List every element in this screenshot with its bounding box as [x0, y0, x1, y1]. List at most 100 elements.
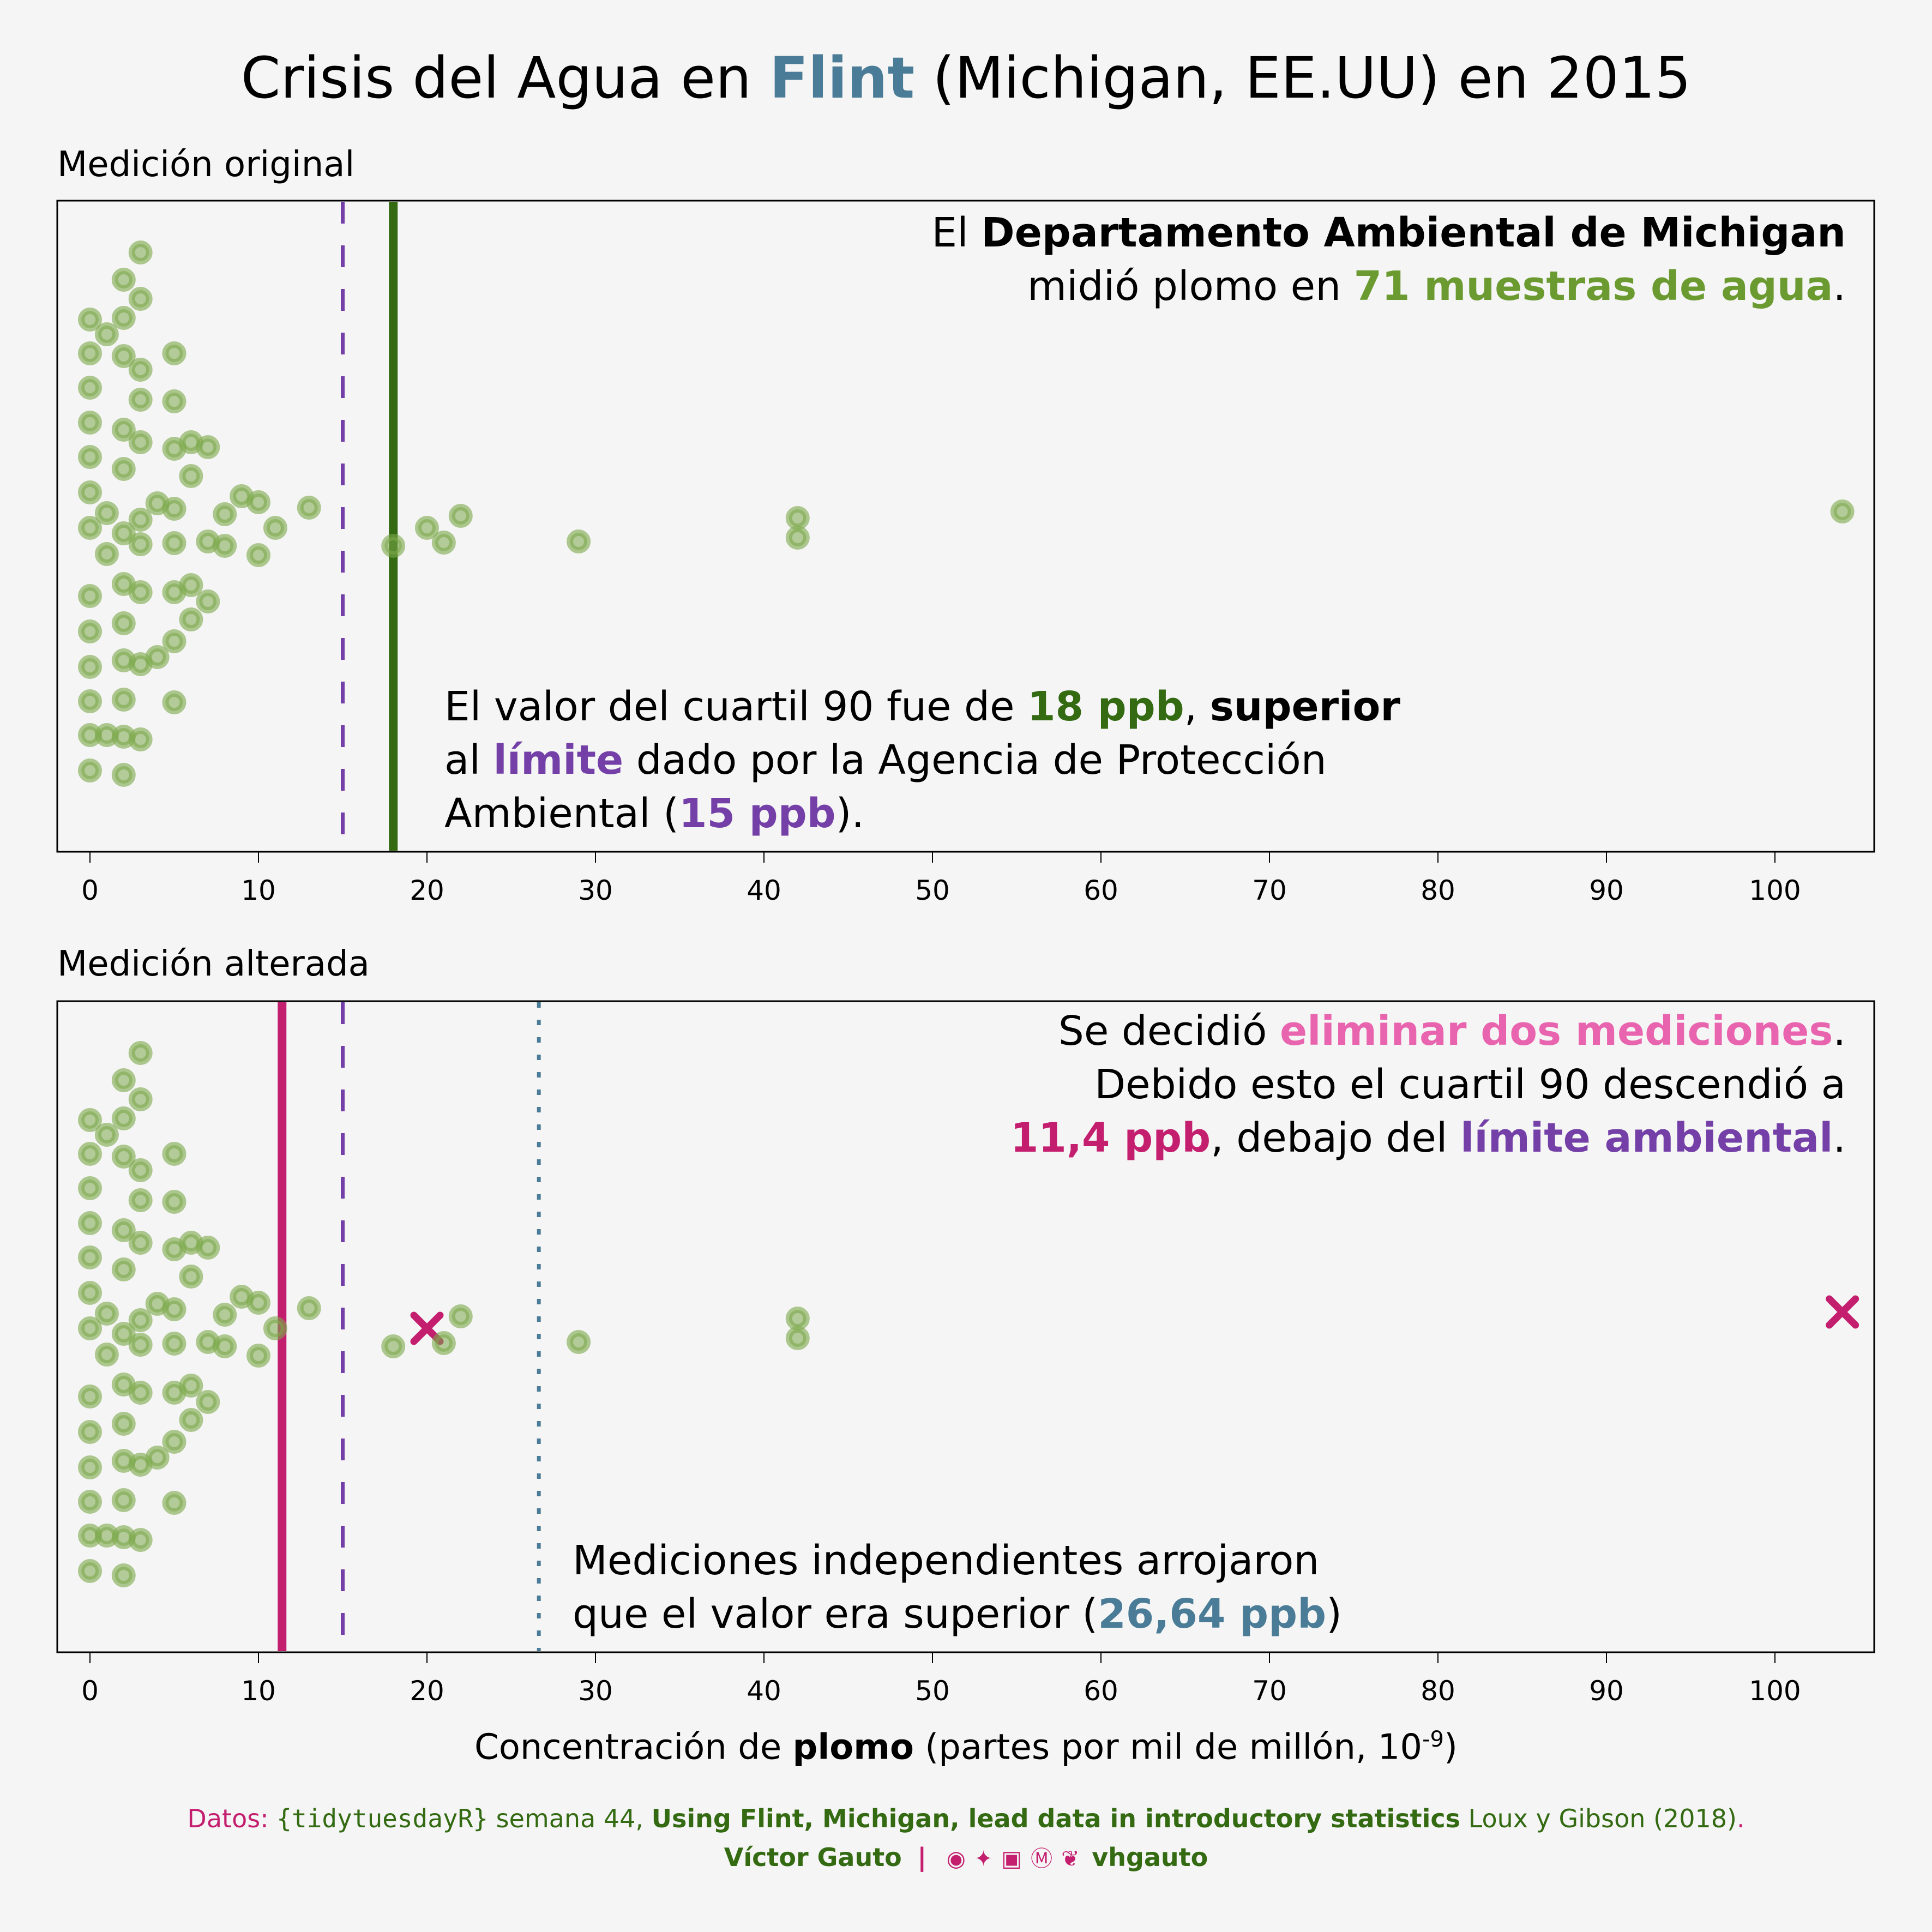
data-point: [448, 1304, 473, 1328]
data-point: [448, 504, 473, 528]
data-point: [78, 619, 102, 643]
data-point: [162, 1381, 186, 1405]
x-tick-label: 0: [81, 1675, 99, 1707]
x-tick-label: 70: [1252, 1675, 1287, 1707]
ann-text: Se decidió: [1058, 1008, 1280, 1055]
footer-datos: Datos:: [187, 1804, 277, 1833]
data-point: [263, 516, 287, 540]
x-tick-label: 90: [1589, 1675, 1624, 1707]
data-point: [111, 1322, 136, 1346]
data-point: [162, 1190, 186, 1214]
data-point: [78, 1490, 102, 1514]
x-tick-label: 60: [1084, 875, 1118, 906]
footer-package: {tidytuesdayR}: [276, 1804, 489, 1833]
data-point: [78, 1211, 102, 1235]
data-point: [128, 430, 153, 454]
data-point: [162, 1142, 186, 1166]
data-point: [213, 534, 237, 558]
x-tick-label: 20: [410, 875, 444, 906]
data-point: [297, 1296, 321, 1320]
removed-marker: [1826, 1295, 1859, 1329]
footer-week: semana 44,: [488, 1804, 652, 1833]
data-point: [128, 1308, 153, 1332]
ann-text: .: [1833, 1008, 1846, 1055]
data-point: [111, 344, 136, 368]
annotation-altered-top: Se decidió eliminar dos mediciones. Debi…: [1010, 1004, 1846, 1165]
data-point: [567, 1330, 591, 1354]
xlabel-text: (partes por mil de millón, 10: [913, 1727, 1423, 1768]
panel-frame: [56, 1000, 1875, 1653]
data-point: [78, 1281, 102, 1305]
footer-dot: .: [1736, 1804, 1745, 1833]
data-point: [213, 502, 237, 526]
ann-text: que el valor era superior (: [573, 1591, 1098, 1638]
data-point: [111, 688, 136, 712]
data-point: [111, 763, 136, 787]
data-point: [1830, 499, 1855, 523]
x-tick-label: 30: [578, 1675, 613, 1707]
data-point: [785, 1326, 810, 1350]
ann-text: , debajo del: [1211, 1115, 1461, 1161]
data-point: [179, 607, 203, 631]
ann-text: El: [931, 209, 982, 256]
footer-authors: Loux y Gibson (2018): [1460, 1804, 1737, 1833]
twitter-icon[interactable]: ✦: [974, 1846, 993, 1871]
ann-11-4ppb: 11,4 ppb: [1010, 1115, 1211, 1161]
mastodon-icon[interactable]: Ⓜ: [1031, 1846, 1053, 1871]
title-flint: Flint: [769, 45, 915, 111]
github-icon[interactable]: ◉: [946, 1846, 966, 1871]
data-point: [128, 532, 153, 556]
data-point: [94, 322, 119, 346]
data-point: [128, 1158, 153, 1182]
data-point: [78, 445, 102, 469]
ann-text: El valor del cuartil 90 fue de: [444, 683, 1028, 730]
data-point: [128, 1087, 153, 1111]
data-point: [246, 1344, 270, 1368]
data-point: [196, 1390, 220, 1414]
data-point: [78, 1420, 102, 1444]
instagram-icon[interactable]: ▣: [1001, 1846, 1022, 1871]
footer-handle[interactable]: vhgauto: [1092, 1843, 1208, 1872]
data-point: [78, 584, 102, 608]
footer-source: Datos: {tidytuesdayR} semana 44, Using F…: [0, 1802, 1932, 1835]
data-point: [128, 388, 153, 412]
data-point: [111, 306, 136, 330]
data-point: [94, 542, 119, 566]
bluesky-icon[interactable]: ❦: [1061, 1846, 1080, 1871]
data-point: [162, 531, 186, 555]
x-tick-label: 30: [578, 875, 613, 906]
ann-text: dado por la Agencia de Protección: [623, 737, 1327, 784]
data-point: [94, 1343, 119, 1367]
footer-author: Víctor Gauto | ◉ ✦ ▣ Ⓜ ❦ vhgauto: [0, 1841, 1932, 1875]
data-point: [162, 690, 186, 714]
data-point: [785, 526, 810, 550]
data-point: [162, 341, 186, 365]
x-tick-label: 100: [1749, 1675, 1801, 1707]
data-point: [111, 521, 136, 545]
data-point: [128, 580, 153, 604]
data-point: [246, 1291, 270, 1315]
data-point: [213, 1303, 237, 1327]
data-point: [162, 1297, 186, 1321]
data-point: [128, 287, 153, 311]
data-point: [785, 506, 810, 530]
x-tick-label: 40: [747, 875, 781, 906]
data-point: [162, 1491, 186, 1515]
removed-marker-stroke: [1826, 1295, 1859, 1329]
data-point: [111, 1257, 136, 1281]
data-point: [128, 1333, 153, 1357]
ann-text: .: [1833, 1115, 1846, 1161]
data-point: [111, 1218, 136, 1242]
ann-text: ): [1326, 1591, 1342, 1638]
panel-frame: [56, 200, 1875, 853]
data-point: [111, 457, 136, 481]
x-tick-label: 0: [81, 875, 99, 906]
data-point: [94, 1302, 119, 1326]
data-point: [567, 529, 591, 553]
x-tick-label: 90: [1589, 875, 1624, 906]
data-point: [78, 341, 102, 365]
data-point: [128, 508, 153, 532]
annotation-altered-bottom: Mediciones independientes arrojaron que …: [573, 1534, 1342, 1641]
x-tick-label: 60: [1084, 1675, 1118, 1707]
